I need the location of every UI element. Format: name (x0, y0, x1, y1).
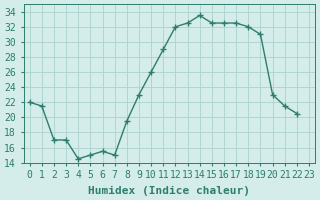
X-axis label: Humidex (Indice chaleur): Humidex (Indice chaleur) (88, 186, 250, 196)
